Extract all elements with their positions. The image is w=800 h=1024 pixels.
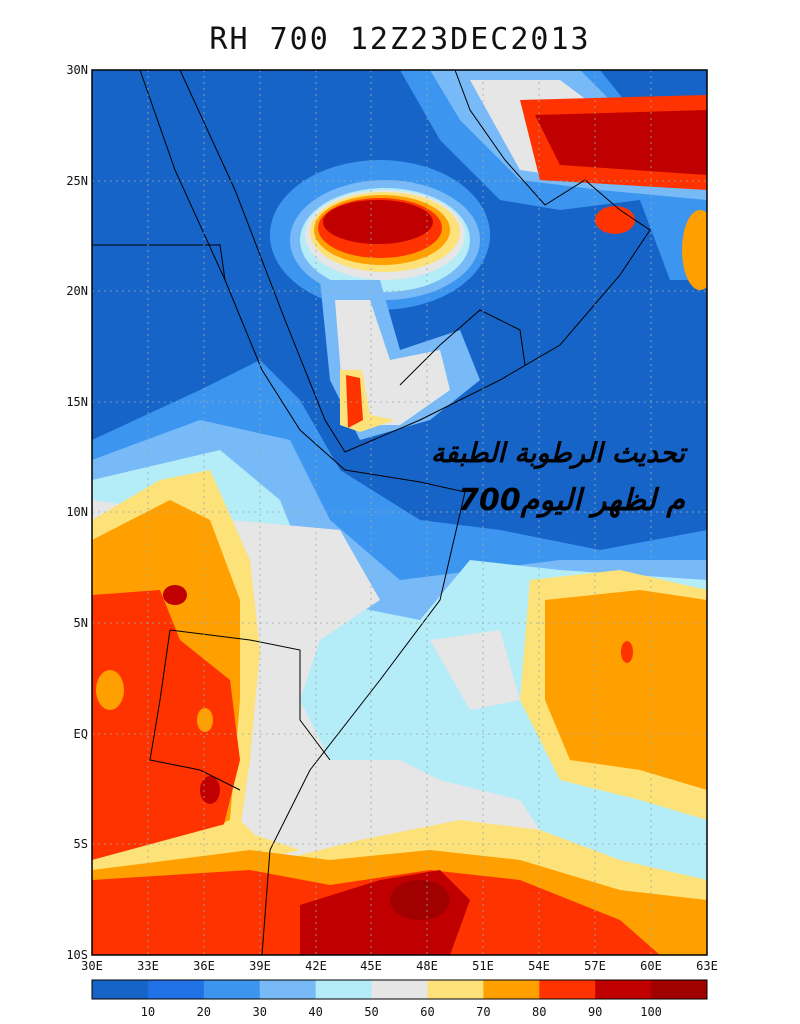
colorbar-label: 100 bbox=[640, 1005, 662, 1019]
lat-label: 5S bbox=[74, 837, 88, 851]
lat-label: 10N bbox=[66, 505, 88, 519]
map-frame bbox=[91, 69, 708, 956]
lat-labels: 30N 25N 20N 15N 10N 5N EQ 5S 10S bbox=[66, 63, 88, 962]
lon-label: 51E bbox=[472, 959, 494, 973]
colorbar-label: 60 bbox=[420, 1005, 434, 1019]
lon-label: 60E bbox=[640, 959, 662, 973]
colorbar-label: 50 bbox=[364, 1005, 378, 1019]
colorbar-label: 30 bbox=[253, 1005, 267, 1019]
colorbar-swatch bbox=[371, 980, 428, 999]
colorbar-label: 80 bbox=[532, 1005, 546, 1019]
lat-label: 5N bbox=[74, 616, 88, 630]
lon-label: 33E bbox=[137, 959, 159, 973]
colorbar-swatch bbox=[147, 980, 205, 999]
colorbar-swatch bbox=[483, 980, 540, 999]
overlay-text-line1: تحديث الرطوبة الطبقة bbox=[431, 438, 689, 470]
colorbar-swatch bbox=[651, 980, 708, 999]
colorbar-label: 90 bbox=[588, 1005, 602, 1019]
colorbar-swatch bbox=[595, 980, 652, 999]
lon-label: 54E bbox=[528, 959, 550, 973]
lat-label: 20N bbox=[66, 284, 88, 298]
lat-label: 25N bbox=[66, 174, 88, 188]
lat-label: 30N bbox=[66, 63, 88, 77]
map-title: RH 700 12Z23DEC2013 bbox=[209, 22, 591, 57]
colorbar-label: 10 bbox=[141, 1005, 155, 1019]
colorbar-swatch bbox=[427, 980, 484, 999]
colorbar-label: 70 bbox=[476, 1005, 490, 1019]
lon-labels: 30E 33E 36E 39E 42E 45E 48E 51E 54E 57E … bbox=[81, 959, 718, 973]
lat-label: EQ bbox=[74, 727, 88, 741]
lon-label: 42E bbox=[305, 959, 327, 973]
lon-label: 36E bbox=[193, 959, 215, 973]
colorbar-frame bbox=[91, 979, 708, 1000]
lon-label: 57E bbox=[584, 959, 606, 973]
lon-label: 45E bbox=[360, 959, 382, 973]
gridlines bbox=[92, 70, 707, 955]
colorbar-swatch bbox=[92, 980, 149, 999]
colorbar-swatch bbox=[203, 980, 261, 999]
lat-label: 10S bbox=[66, 948, 88, 962]
colorbar-swatch bbox=[259, 980, 317, 999]
lon-label: 30E bbox=[81, 959, 103, 973]
colorbar-swatch bbox=[539, 980, 596, 999]
colorbar-label: 40 bbox=[308, 1005, 322, 1019]
lon-label: 63E bbox=[696, 959, 718, 973]
colorbar-label: 20 bbox=[197, 1005, 211, 1019]
lon-label: 48E bbox=[416, 959, 438, 973]
colorbar-swatch bbox=[315, 980, 373, 999]
overlay-text-line2: 700م لظهر اليوم bbox=[458, 483, 685, 518]
rh-field bbox=[92, 70, 707, 955]
lon-label: 39E bbox=[249, 959, 271, 973]
colorbar: 10 20 30 40 50 60 70 80 90 100 bbox=[91, 979, 708, 1019]
lat-label: 15N bbox=[66, 395, 88, 409]
